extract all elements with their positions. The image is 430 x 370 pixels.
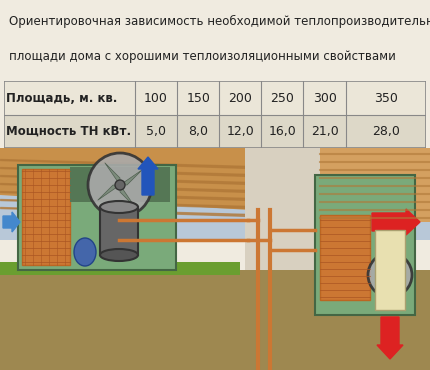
Polygon shape: [390, 265, 405, 275]
Bar: [0, 270, 430, 370]
Text: 5,0: 5,0: [146, 125, 166, 138]
Polygon shape: [120, 185, 135, 207]
Ellipse shape: [74, 238, 96, 266]
Text: Мощность ТН кВт.: Мощность ТН кВт.: [6, 125, 132, 138]
FancyArrow shape: [138, 157, 158, 195]
Bar: [320, 215, 370, 300]
Text: 21,0: 21,0: [311, 125, 338, 138]
Bar: [4, 81, 426, 116]
Text: 16,0: 16,0: [269, 125, 296, 138]
Text: 8,0: 8,0: [188, 125, 208, 138]
Polygon shape: [390, 275, 400, 290]
Text: Ориентировочная зависимость необходимой теплопроизводительности ТН от: Ориентировочная зависимость необходимой …: [9, 15, 430, 28]
FancyArrow shape: [377, 317, 403, 359]
Polygon shape: [375, 275, 390, 285]
Text: 200: 200: [228, 91, 252, 105]
Bar: [315, 175, 415, 315]
Circle shape: [88, 153, 152, 217]
Polygon shape: [98, 185, 120, 200]
Text: 150: 150: [186, 91, 210, 105]
Text: 250: 250: [270, 91, 295, 105]
Circle shape: [385, 270, 395, 280]
Bar: [18, 165, 176, 270]
Bar: [375, 230, 405, 310]
Circle shape: [115, 180, 125, 190]
Polygon shape: [120, 170, 142, 185]
Bar: [4, 116, 426, 148]
Polygon shape: [105, 163, 120, 185]
FancyArrow shape: [372, 209, 420, 235]
Polygon shape: [0, 262, 240, 275]
FancyArrow shape: [3, 212, 20, 232]
Ellipse shape: [100, 249, 138, 261]
Polygon shape: [380, 260, 390, 275]
Bar: [22, 169, 70, 265]
Text: 28,0: 28,0: [372, 125, 399, 138]
Text: Площадь, м. кв.: Площадь, м. кв.: [6, 91, 118, 105]
Bar: [0, 148, 430, 240]
Text: 100: 100: [144, 91, 168, 105]
Text: площади дома с хорошими теплоизоляционными свойствами: площади дома с хорошими теплоизоляционны…: [9, 50, 396, 63]
Polygon shape: [0, 148, 250, 210]
Text: 350: 350: [374, 91, 398, 105]
Bar: [100, 207, 138, 255]
Bar: [245, 148, 320, 370]
Text: 12,0: 12,0: [227, 125, 254, 138]
Ellipse shape: [100, 201, 138, 213]
Polygon shape: [320, 148, 430, 222]
Circle shape: [368, 253, 412, 297]
Text: 300: 300: [313, 91, 337, 105]
Bar: [70, 167, 170, 202]
